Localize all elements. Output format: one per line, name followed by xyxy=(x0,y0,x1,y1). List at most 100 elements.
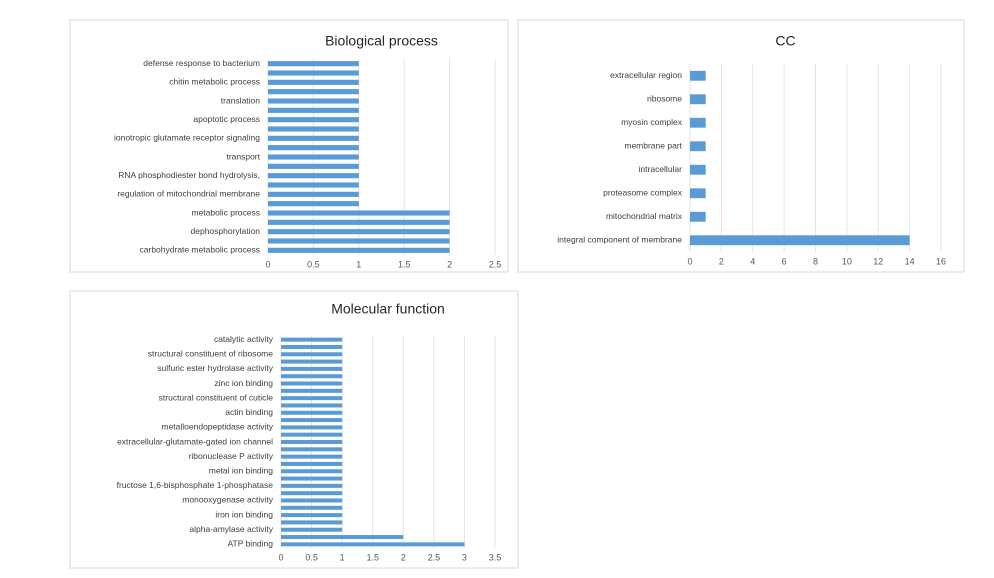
panel xyxy=(69,290,519,569)
panel xyxy=(517,19,965,273)
x-tick-label: 2 xyxy=(401,552,406,562)
category-label: regulation of mitochondrial membrane xyxy=(117,189,260,199)
bar xyxy=(281,513,343,518)
bar xyxy=(281,337,343,342)
bar xyxy=(268,210,450,216)
category-label: metabolic process xyxy=(191,207,260,217)
category-label: transport xyxy=(226,151,260,161)
bar xyxy=(690,211,706,222)
category-label: ATP binding xyxy=(227,539,273,549)
x-tick-label: 0.5 xyxy=(307,259,320,269)
x-tick-label: 0 xyxy=(278,552,283,562)
bar xyxy=(281,469,343,474)
bar xyxy=(268,107,359,113)
bar xyxy=(281,542,465,547)
bar xyxy=(281,461,343,466)
bar xyxy=(281,374,343,379)
x-tick-label: 0 xyxy=(265,259,270,269)
category-label: RNA phosphodiester bond hydrolysis, xyxy=(118,170,260,180)
x-tick-label: 0.5 xyxy=(305,552,318,562)
x-tick-label: 2.5 xyxy=(428,552,441,562)
category-label: apoptotic process xyxy=(193,114,260,124)
bar xyxy=(281,454,343,459)
bar xyxy=(281,447,343,452)
category-label: ionotropic glutamate receptor signaling xyxy=(114,133,260,143)
x-tick-label: 0 xyxy=(687,256,692,266)
category-label: metal ion binding xyxy=(209,465,274,475)
category-label: monooxygenase activity xyxy=(182,495,273,505)
bar xyxy=(268,247,450,253)
bar xyxy=(281,483,343,488)
bar xyxy=(281,476,343,481)
bar xyxy=(690,94,706,105)
bar xyxy=(268,229,450,235)
x-tick-label: 1.5 xyxy=(398,259,411,269)
bar xyxy=(281,344,343,349)
bar xyxy=(281,505,343,510)
category-label: extracellular region xyxy=(610,70,682,80)
category-label: membrane part xyxy=(624,141,682,151)
bar xyxy=(268,135,359,141)
category-label: carbohydrate metabolic process xyxy=(140,245,260,255)
bar xyxy=(268,173,359,179)
x-tick-label: 4 xyxy=(750,256,755,266)
x-tick-label: 1 xyxy=(340,552,345,562)
chart-title: Biological process xyxy=(325,33,438,49)
bar xyxy=(281,396,343,401)
x-tick-label: 3 xyxy=(462,552,467,562)
bar xyxy=(281,520,343,525)
x-tick-label: 8 xyxy=(813,256,818,266)
category-label: zinc ion binding xyxy=(214,378,273,388)
bar xyxy=(268,163,359,169)
category-label: sulfuric ester hydrolase activity xyxy=(157,363,273,373)
bar xyxy=(281,527,343,532)
x-tick-label: 12 xyxy=(873,256,883,266)
category-label: structural constituent of ribosome xyxy=(148,349,273,359)
category-label: ribosome xyxy=(647,94,682,104)
bar xyxy=(268,89,359,95)
bar xyxy=(268,61,359,67)
category-label: proteasome complex xyxy=(603,188,683,198)
bar xyxy=(690,188,706,199)
category-label: ribonuclease P activity xyxy=(189,451,274,461)
bar xyxy=(268,154,359,160)
category-label: intracellular xyxy=(639,164,683,174)
bar xyxy=(281,366,343,371)
category-label: actin binding xyxy=(225,407,273,417)
bar xyxy=(281,432,343,437)
bar xyxy=(281,403,343,408)
chart-title: Molecular function xyxy=(331,301,445,317)
bar xyxy=(268,191,359,197)
category-label: integral component of membrane xyxy=(557,235,682,245)
bar xyxy=(281,410,343,415)
bar xyxy=(281,439,343,445)
x-tick-label: 1 xyxy=(356,259,361,269)
bar xyxy=(281,388,343,393)
bar xyxy=(268,145,359,151)
x-tick-label: 2 xyxy=(447,259,452,269)
bar xyxy=(281,381,343,386)
bar xyxy=(268,98,359,104)
bar xyxy=(268,117,359,123)
category-label: chitin metabolic process xyxy=(169,77,260,87)
bar xyxy=(690,70,706,81)
bar xyxy=(268,126,359,132)
x-tick-label: 3.5 xyxy=(489,552,502,562)
category-label: mitochondrial matrix xyxy=(606,211,683,221)
bar xyxy=(268,238,450,244)
bar xyxy=(690,235,910,246)
category-label: defense response to bacterium xyxy=(143,58,260,68)
x-tick-label: 2.5 xyxy=(489,259,502,269)
bar xyxy=(281,418,343,423)
chart-title: CC xyxy=(775,33,795,49)
x-tick-label: 10 xyxy=(842,256,852,266)
bar xyxy=(268,201,359,207)
bar xyxy=(281,352,343,357)
category-label: extracellular-glutamate-gated ion channe… xyxy=(117,436,273,446)
category-label: structural constituent of cuticle xyxy=(159,392,274,402)
category-label: metalloendopeptidase activity xyxy=(161,422,273,432)
bar xyxy=(690,141,706,152)
bar xyxy=(690,117,706,128)
category-label: catalytic activity xyxy=(214,334,274,344)
